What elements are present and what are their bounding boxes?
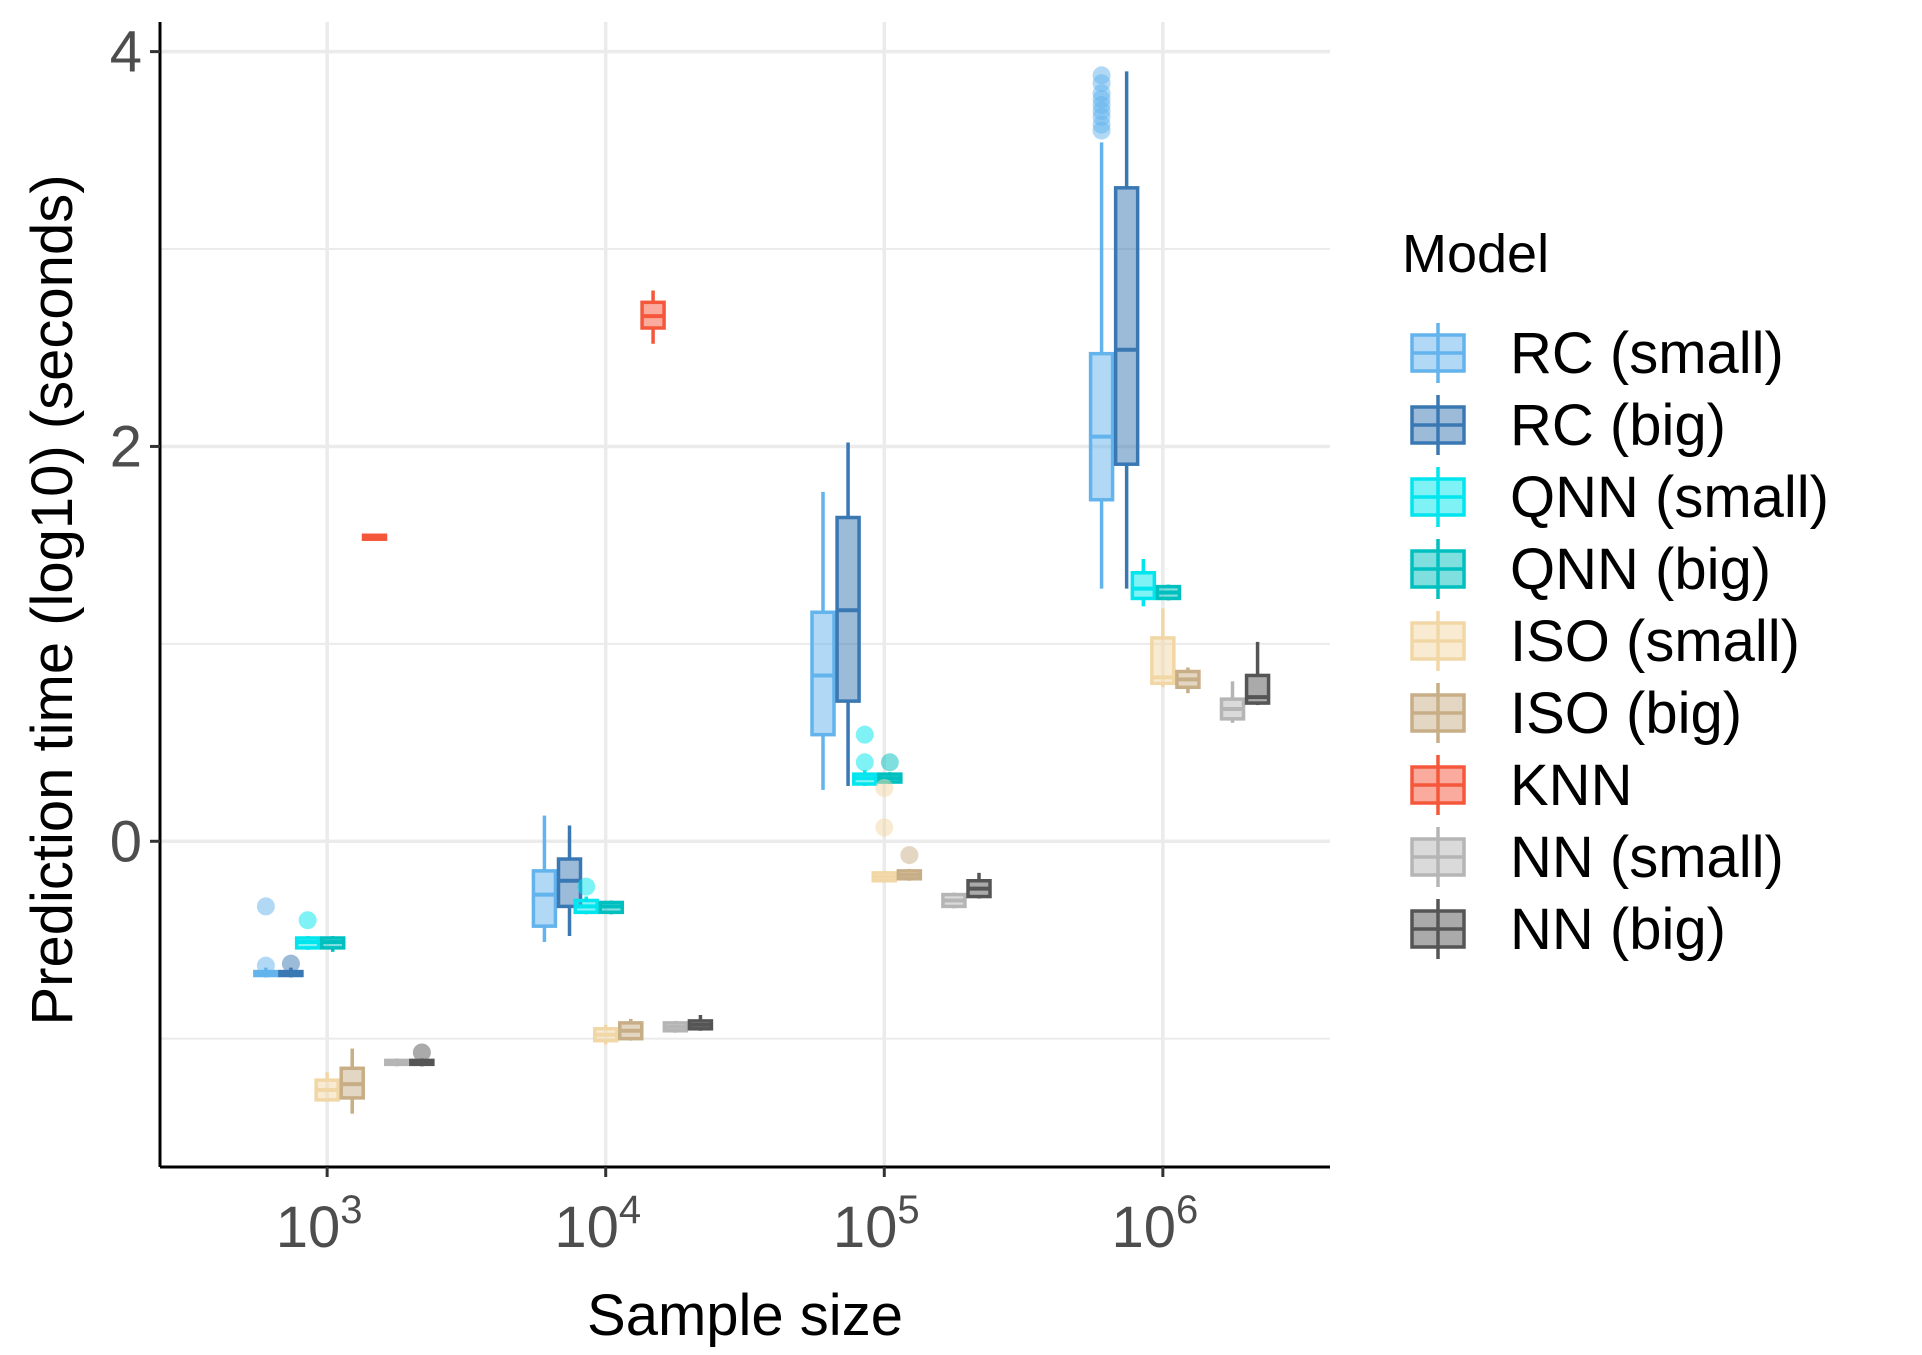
box-iso-small xyxy=(592,1024,619,1045)
box-qnn-small xyxy=(852,725,878,786)
legend-item-qnn-small: QNN (small) xyxy=(1410,465,1829,530)
box-qnn-big xyxy=(319,936,346,952)
legend: Model RC (small) RC (big) QNN (small) QNN (… xyxy=(1402,224,1829,962)
outlier-point xyxy=(281,954,300,973)
y-axis-title: Prediction time (log10) (seconds) xyxy=(20,174,85,1025)
box-rc-big xyxy=(835,442,861,786)
legend-label: QNN (small) xyxy=(1510,465,1829,530)
box-iso-big xyxy=(1175,667,1201,694)
box-nn-small xyxy=(662,1020,689,1033)
outlier-point xyxy=(256,897,275,916)
grid-lines xyxy=(160,22,1330,1167)
box-qnn-small xyxy=(573,877,599,915)
box-iso-big xyxy=(339,1048,365,1114)
box-iqr xyxy=(1088,351,1115,502)
box-knn xyxy=(640,290,666,344)
box-rc-big xyxy=(1113,71,1140,589)
legend-item-rc-big: RC (big) xyxy=(1410,393,1726,458)
outlier-point xyxy=(412,1043,431,1062)
legend-item-knn: KNN xyxy=(1410,753,1632,818)
x-axis-title: Sample size xyxy=(587,1283,903,1348)
legend-label: RC (big) xyxy=(1510,393,1726,458)
legend-label: NN (small) xyxy=(1510,825,1784,890)
outlier-point xyxy=(256,956,275,975)
box-iso-big xyxy=(896,846,923,881)
box-rc-small xyxy=(531,815,558,942)
legend-item-nn-small: NN (small) xyxy=(1410,825,1784,890)
box-rc-small xyxy=(1088,66,1115,589)
legend-label: RC (small) xyxy=(1510,321,1784,386)
legend-item-nn-big: NN (big) xyxy=(1410,897,1726,962)
outlier-point xyxy=(298,911,317,930)
box-iso-small xyxy=(1150,608,1176,688)
x-tick-label: 103 xyxy=(276,1188,363,1260)
box-nn-small xyxy=(384,1058,410,1067)
box-nn-big xyxy=(409,1043,435,1067)
box-qnn-big xyxy=(1155,584,1182,601)
y-tick-label: 2 xyxy=(110,414,142,479)
box-nn-small xyxy=(1219,681,1246,723)
legend-label: ISO (small) xyxy=(1510,609,1800,674)
x-tick-label: 106 xyxy=(1111,1188,1198,1260)
box-qnn-big xyxy=(598,900,625,915)
box-nn-big xyxy=(966,872,992,899)
legend-item-iso-big: ISO (big) xyxy=(1410,681,1742,746)
box-rc-small xyxy=(810,491,836,790)
box-knn xyxy=(361,533,388,541)
legend-item-iso-small: ISO (small) xyxy=(1410,609,1800,674)
axes xyxy=(158,22,1330,1169)
box-iqr xyxy=(531,869,558,928)
box-iso-small xyxy=(871,778,898,883)
x-tick-label: 104 xyxy=(554,1188,641,1260)
box-iqr xyxy=(1150,636,1176,686)
box-rc-small xyxy=(253,897,279,978)
legend-title: Model xyxy=(1402,224,1549,284)
box-qnn-small xyxy=(1130,558,1157,607)
box-iso-big xyxy=(618,1018,644,1041)
outlier-point xyxy=(875,818,894,837)
legend-label: ISO (big) xyxy=(1510,681,1742,746)
outlier-point xyxy=(855,725,874,744)
box-rc-big xyxy=(278,954,304,978)
outlier-point xyxy=(855,753,874,772)
boxes xyxy=(253,66,1271,1114)
legend-label: QNN (big) xyxy=(1510,537,1771,602)
legend-label: KNN xyxy=(1510,753,1632,818)
outlier-point xyxy=(1092,66,1111,85)
box-nn-small xyxy=(941,892,967,909)
box-iqr xyxy=(1130,571,1157,601)
outlier-point xyxy=(577,877,596,896)
box-qnn-small xyxy=(294,911,321,950)
outlier-point xyxy=(875,778,894,797)
x-tick-label: 105 xyxy=(833,1188,920,1260)
legend-item-qnn-big: QNN (big) xyxy=(1410,537,1771,602)
legend-item-rc-small: RC (small) xyxy=(1410,321,1784,386)
box-nn-big xyxy=(687,1014,714,1031)
axis-ticks: 0 2 4 103 104 105 106 xyxy=(110,20,1199,1260)
y-tick-label: 4 xyxy=(110,20,142,85)
outlier-point xyxy=(880,753,899,772)
box-nn-big xyxy=(1244,641,1271,706)
y-tick-label: 0 xyxy=(110,809,142,874)
box-iso-small xyxy=(314,1072,340,1102)
legend-label: NN (big) xyxy=(1510,897,1726,962)
outlier-point xyxy=(900,846,919,865)
box-iqr xyxy=(1113,186,1140,466)
